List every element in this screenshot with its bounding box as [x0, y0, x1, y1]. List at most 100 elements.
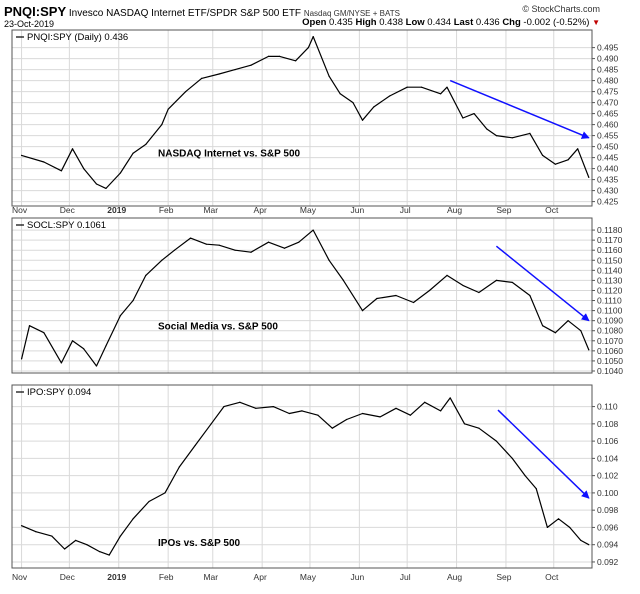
data-point: [346, 418, 348, 421]
open-value: 0.435: [329, 17, 353, 28]
data-point: [463, 423, 466, 425]
data-point: [43, 332, 45, 334]
data-point: [194, 444, 196, 447]
y-tick-label: 0.480: [597, 76, 619, 86]
data-point: [440, 93, 442, 95]
data-point: [164, 492, 166, 494]
data-point: [412, 301, 415, 304]
last-label: Last: [453, 17, 474, 28]
x-tick-label: 2019: [107, 205, 126, 215]
series-line: [21, 229, 590, 367]
data-point: [301, 410, 303, 412]
data-point: [145, 143, 147, 145]
y-tick-label: 0.425: [597, 197, 619, 207]
open-label: Open: [302, 17, 327, 28]
y-tick-label: 0.1160: [597, 245, 623, 255]
data-point: [312, 36, 314, 38]
x-tick-label: Nov: [12, 205, 28, 215]
data-point: [379, 416, 381, 418]
ticker-symbol: PNQI:SPY: [4, 4, 67, 19]
x-tick-label: Dec: [60, 572, 76, 582]
y-tick-label: 0.435: [597, 175, 619, 185]
data-point: [342, 279, 345, 282]
y-tick-label: 0.1090: [597, 316, 623, 326]
data-point: [63, 548, 66, 550]
x-axis-labels: Nov Dec 2019 Feb Mar Apr May Jun Jul Aug Sep Oct: [12, 205, 559, 215]
y-tick-label: 0.1110: [597, 296, 622, 306]
data-point: [255, 407, 257, 409]
legend-label: PNQI:SPY (Daily) 0.436: [27, 32, 128, 43]
series-line: [21, 397, 590, 556]
data-point: [588, 176, 590, 178]
data-point: [185, 91, 187, 93]
data-point: [529, 294, 531, 297]
chart-header: PNQI:SPY Invesco NASDAQ Internet ETF/SPD…: [4, 4, 400, 19]
data-point: [440, 410, 442, 412]
high-label: High: [355, 17, 377, 28]
data-point: [272, 405, 274, 408]
data-point: [511, 281, 513, 284]
data-point: [161, 259, 163, 261]
y-tick-label: 0.096: [597, 522, 619, 532]
data-point: [567, 320, 569, 322]
data-point: [20, 525, 23, 527]
x-tick-label: Sep: [496, 205, 511, 215]
data-point: [83, 168, 85, 170]
x-tick-label: Mar: [203, 205, 218, 215]
data-point: [95, 365, 98, 367]
data-point: [312, 229, 314, 231]
data-point: [535, 487, 537, 490]
y-tick-label: 0.100: [597, 488, 619, 498]
data-point: [529, 132, 531, 134]
data-point: [361, 412, 364, 415]
credit-label: © StockCharts.com: [522, 4, 600, 14]
data-point: [75, 539, 77, 541]
data-point: [406, 86, 408, 88]
plot-frame: [11, 217, 593, 374]
data-point: [60, 170, 62, 172]
panel-annotation: Social Media vs. S&P 500: [158, 322, 278, 333]
x-tick-label: Jun: [351, 572, 365, 582]
data-point: [554, 332, 556, 334]
x-tick-label: Feb: [159, 205, 174, 215]
data-point: [218, 73, 220, 75]
x-tick-label: Jul: [400, 205, 411, 215]
data-point: [588, 349, 590, 351]
x-tick-label: May: [300, 205, 317, 215]
data-point: [267, 55, 270, 58]
y-tick-label: 0.108: [597, 419, 619, 429]
data-point: [132, 152, 134, 154]
data-point: [424, 401, 426, 403]
data-point: [250, 64, 252, 66]
series-line: [21, 35, 590, 189]
x-tick-label: Jun: [351, 205, 365, 215]
data-point: [35, 531, 37, 533]
chart-panel-3: 0.110 0.108 0.106 0.104 0.102 0.100 0.098 0.096…: [11, 384, 619, 569]
quote-bar: Open 0.435 High 0.438 Low 0.434 Last 0.4…: [302, 17, 600, 28]
data-point: [83, 348, 85, 350]
y-tick-label: 0.455: [597, 131, 619, 141]
data-point: [395, 294, 397, 297]
data-point: [201, 77, 203, 79]
legend-label: SOCL:SPY 0.1061: [27, 220, 106, 231]
data-point: [279, 55, 281, 58]
data-point: [446, 274, 448, 276]
data-point: [473, 113, 475, 115]
data-point: [234, 69, 236, 71]
data-point: [307, 47, 309, 49]
data-point: [71, 340, 74, 342]
data-point: [428, 289, 431, 292]
y-tick-label: 0.1050: [597, 356, 623, 366]
last-value: 0.436: [475, 17, 500, 28]
legend-label: IPO:SPY 0.094: [27, 387, 91, 398]
y-tick-label: 0.460: [597, 120, 619, 130]
data-point: [361, 119, 364, 121]
y-tick-label: 0.490: [597, 54, 619, 64]
data-point: [486, 128, 488, 130]
data-point: [580, 330, 582, 332]
data-point: [352, 102, 354, 104]
x-tick-label: Feb: [159, 572, 174, 582]
series-legend: PNQI:SPY (Daily) 0.436: [16, 32, 128, 43]
data-point: [189, 237, 192, 239]
data-point: [28, 325, 31, 327]
